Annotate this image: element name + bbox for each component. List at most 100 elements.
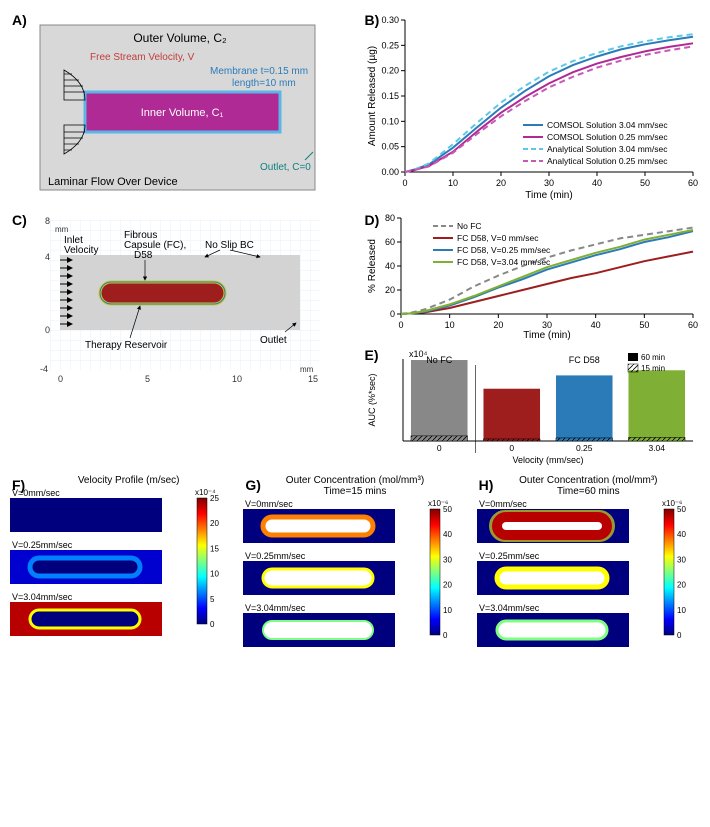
svg-text:mm: mm bbox=[55, 225, 69, 234]
panel-a-label: A) bbox=[12, 12, 27, 28]
a-inner-label: Inner Volume, C₁ bbox=[141, 107, 224, 119]
svg-text:0: 0 bbox=[402, 178, 407, 188]
svg-text:60: 60 bbox=[687, 178, 697, 188]
svg-text:50: 50 bbox=[639, 320, 649, 330]
svg-text:V=3.04mm/sec: V=3.04mm/sec bbox=[479, 603, 540, 613]
svg-text:40: 40 bbox=[443, 530, 452, 539]
panel-c: C) Inlet Velocity Fibrous Capsule (FC), bbox=[10, 210, 348, 465]
svg-text:Analytical Solution 3.04 mm/se: Analytical Solution 3.04 mm/sec bbox=[547, 144, 668, 154]
panel-d: D) 0102030405060020406080Time (min)% Rel… bbox=[363, 210, 701, 340]
svg-text:0: 0 bbox=[45, 325, 50, 335]
svg-text:4: 4 bbox=[45, 252, 50, 262]
c-outlet: Outlet bbox=[260, 335, 287, 346]
panel-a: A) Outer Volume, C₂ Free Stream Velocity… bbox=[10, 10, 348, 200]
svg-text:10: 10 bbox=[443, 606, 452, 615]
h-title: Outer Concentration (mol/mm³) bbox=[477, 475, 700, 486]
svg-text:30: 30 bbox=[677, 555, 686, 564]
svg-text:5: 5 bbox=[210, 595, 215, 604]
svg-text:0.30: 0.30 bbox=[381, 15, 399, 25]
svg-text:60: 60 bbox=[384, 237, 394, 247]
panel-fgh-row: F) Velocity Profile (m/sec) V=0mm/secV=0… bbox=[10, 475, 700, 649]
panel-g-label: G) bbox=[245, 477, 261, 493]
panel-g-heatmaps: V=0mm/secV=0.25mm/secV=3.04mm/secx10⁻⁶01… bbox=[243, 497, 466, 649]
svg-text:FC D58: FC D58 bbox=[568, 355, 599, 365]
svg-text:15: 15 bbox=[210, 544, 219, 553]
svg-text:0: 0 bbox=[509, 443, 514, 453]
svg-text:25: 25 bbox=[210, 494, 219, 503]
svg-text:40: 40 bbox=[677, 530, 686, 539]
a-free-stream: Free Stream Velocity, V bbox=[90, 52, 195, 63]
panel-e-chart: x10⁴AUC (%*sec)Velocity (mm/sec)000.253.… bbox=[363, 345, 698, 465]
panel-c-label: C) bbox=[12, 212, 27, 228]
a-outlet: Outlet, C=0 bbox=[260, 162, 311, 173]
panel-f-label: F) bbox=[12, 477, 25, 493]
svg-text:FC D58, V=0 mm/sec: FC D58, V=0 mm/sec bbox=[457, 233, 539, 243]
svg-text:0.10: 0.10 bbox=[381, 116, 399, 126]
svg-text:V=0.25mm/sec: V=0.25mm/sec bbox=[479, 551, 540, 561]
svg-text:Amount Released (µg): Amount Released (µg) bbox=[367, 46, 378, 146]
svg-text:0: 0 bbox=[58, 374, 63, 384]
svg-text:0.15: 0.15 bbox=[381, 91, 399, 101]
svg-text:COMSOL Solution 3.04 mm/sec: COMSOL Solution 3.04 mm/sec bbox=[547, 120, 668, 130]
svg-text:mm: mm bbox=[300, 365, 314, 374]
g-sub: Time=15 mins bbox=[243, 486, 466, 497]
svg-text:0.20: 0.20 bbox=[381, 66, 399, 76]
a-outer-label: Outer Volume, C₂ bbox=[133, 31, 227, 45]
svg-text:30: 30 bbox=[541, 320, 551, 330]
svg-text:V=3.04mm/sec: V=3.04mm/sec bbox=[12, 592, 73, 602]
svg-text:0: 0 bbox=[436, 443, 441, 453]
svg-text:10: 10 bbox=[444, 320, 454, 330]
panel-f-heatmaps: V=0mm/secV=0.25mm/secV=3.04mm/secx10⁻⁴05… bbox=[10, 486, 233, 638]
svg-text:50: 50 bbox=[677, 505, 686, 514]
panel-d-label: D) bbox=[365, 212, 380, 228]
svg-text:-4: -4 bbox=[40, 364, 48, 374]
svg-text:0.00: 0.00 bbox=[381, 167, 399, 177]
figure-grid: A) Outer Volume, C₂ Free Stream Velocity… bbox=[10, 10, 700, 649]
g-title: Outer Concentration (mol/mm³) bbox=[243, 475, 466, 486]
svg-text:50: 50 bbox=[443, 505, 452, 514]
svg-text:40: 40 bbox=[591, 178, 601, 188]
panel-de-col: D) 0102030405060020406080Time (min)% Rel… bbox=[363, 210, 701, 465]
svg-text:No FC: No FC bbox=[426, 355, 453, 365]
svg-text:10: 10 bbox=[677, 606, 686, 615]
panel-b-chart: 01020304050600.000.050.100.150.200.250.3… bbox=[363, 10, 698, 200]
svg-text:60 min: 60 min bbox=[641, 353, 665, 362]
svg-text:20: 20 bbox=[210, 519, 219, 528]
a-membrane: Membrane t=0.15 mm bbox=[210, 66, 308, 77]
svg-text:0: 0 bbox=[443, 631, 448, 640]
svg-text:FC D58, V=3.04 mm/sec: FC D58, V=3.04 mm/sec bbox=[457, 257, 551, 267]
svg-text:0: 0 bbox=[398, 320, 403, 330]
svg-text:60: 60 bbox=[687, 320, 697, 330]
panel-h: H) Outer Concentration (mol/mm³) Time=60… bbox=[477, 475, 700, 649]
panel-g: G) Outer Concentration (mol/mm³) Time=15… bbox=[243, 475, 466, 649]
panel-d-chart: 0102030405060020406080Time (min)% Releas… bbox=[363, 210, 698, 340]
svg-text:40: 40 bbox=[590, 320, 600, 330]
svg-text:0.25: 0.25 bbox=[575, 443, 592, 453]
svg-text:COMSOL Solution 0.25 mm/sec: COMSOL Solution 0.25 mm/sec bbox=[547, 132, 668, 142]
svg-text:No FC: No FC bbox=[457, 221, 482, 231]
svg-text:20: 20 bbox=[493, 320, 503, 330]
svg-text:Velocity (mm/sec): Velocity (mm/sec) bbox=[512, 455, 583, 465]
c-reservoir: Therapy Reservoir bbox=[85, 340, 168, 351]
svg-text:10: 10 bbox=[210, 570, 219, 579]
svg-text:50: 50 bbox=[639, 178, 649, 188]
svg-text:V=0.25mm/sec: V=0.25mm/sec bbox=[245, 551, 306, 561]
panel-h-heatmaps: V=0mm/secV=0.25mm/secV=3.04mm/secx10⁻⁶01… bbox=[477, 497, 700, 649]
svg-text:20: 20 bbox=[495, 178, 505, 188]
panel-b: B) 01020304050600.000.050.100.150.200.25… bbox=[363, 10, 701, 200]
a-length: length=10 mm bbox=[232, 78, 296, 89]
svg-text:V=0mm/sec: V=0mm/sec bbox=[245, 499, 293, 509]
svg-text:% Released: % Released bbox=[367, 239, 378, 293]
panel-e-label: E) bbox=[365, 347, 379, 363]
svg-text:5: 5 bbox=[145, 374, 150, 384]
svg-text:Time (min): Time (min) bbox=[525, 190, 572, 200]
panel-h-label: H) bbox=[479, 477, 494, 493]
a-title: Laminar Flow Over Device bbox=[48, 176, 178, 188]
svg-text:V=0mm/sec: V=0mm/sec bbox=[479, 499, 527, 509]
svg-text:0: 0 bbox=[389, 309, 394, 319]
svg-text:0: 0 bbox=[210, 620, 215, 629]
svg-text:40: 40 bbox=[384, 261, 394, 271]
svg-text:V=3.04mm/sec: V=3.04mm/sec bbox=[245, 603, 306, 613]
panel-b-label: B) bbox=[365, 12, 380, 28]
svg-text:30: 30 bbox=[443, 555, 452, 564]
